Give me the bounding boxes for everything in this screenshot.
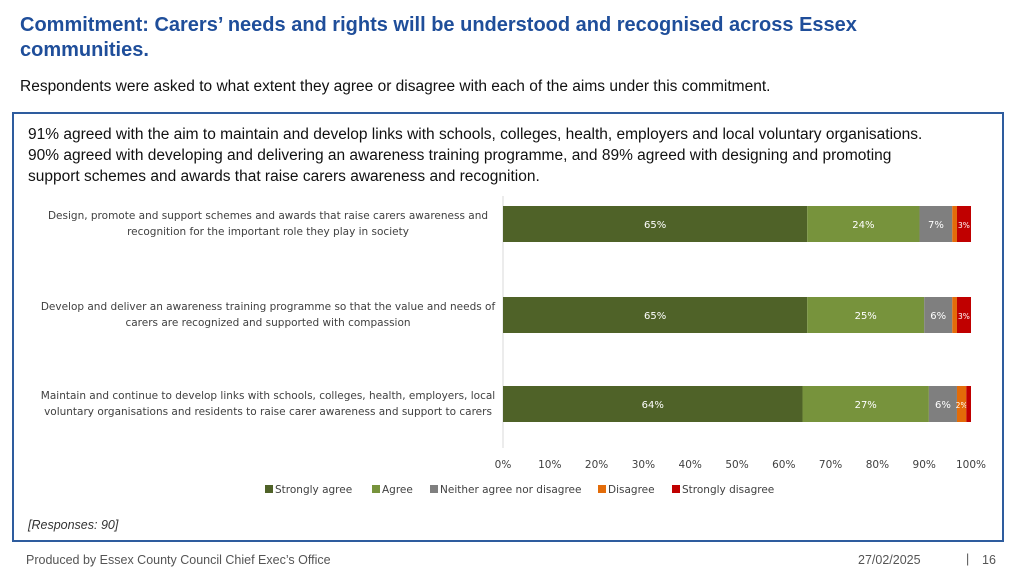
category-label: carers are recognized and supported with… <box>125 317 410 329</box>
data-label: 24% <box>852 220 874 231</box>
responses-note: [Responses: 90] <box>28 518 119 532</box>
data-label: 2% <box>956 401 968 410</box>
bar-segment <box>503 297 808 333</box>
category-label: Develop and deliver an awareness trainin… <box>41 301 496 313</box>
bar-segment <box>952 206 957 242</box>
data-label: 6% <box>930 311 946 322</box>
legend-label: Agree <box>382 484 413 496</box>
x-tick-label: 10% <box>538 459 561 471</box>
legend-label: Strongly disagree <box>682 484 774 496</box>
legend-swatch <box>598 485 606 493</box>
content-panel: 91% agreed with the aim to maintain and … <box>12 112 1004 542</box>
data-label: 3% <box>958 312 970 321</box>
category-label: voluntary organisations and residents to… <box>44 406 492 418</box>
bar-segment <box>952 297 957 333</box>
bar-segment <box>956 386 967 422</box>
category-label: Design, promote and support schemes and … <box>48 210 488 222</box>
data-label: 64% <box>642 400 664 411</box>
footer-date: 27/02/2025 <box>858 553 921 567</box>
category-label: recognition for the important role they … <box>127 226 409 238</box>
bar-segment <box>956 297 971 333</box>
category-label: Maintain and continue to develop links w… <box>41 390 495 402</box>
x-tick-label: 30% <box>632 459 655 471</box>
bar-segment <box>503 206 808 242</box>
bar-segment <box>807 206 920 242</box>
page-subtitle: Respondents were asked to what extent th… <box>20 78 771 95</box>
data-label: 7% <box>928 220 944 231</box>
data-label: 65% <box>644 311 666 322</box>
x-tick-label: 80% <box>866 459 889 471</box>
x-tick-label: 20% <box>585 459 608 471</box>
legend-label: Disagree <box>608 484 655 496</box>
x-tick-label: 70% <box>819 459 842 471</box>
legend-label: Neither agree nor disagree <box>440 484 581 496</box>
x-tick-label: 100% <box>956 459 986 471</box>
x-tick-label: 40% <box>679 459 702 471</box>
legend-label: Strongly agree <box>275 484 352 496</box>
x-tick-label: 90% <box>913 459 936 471</box>
bar-segment <box>966 386 971 422</box>
footer-separator: | <box>966 552 970 566</box>
page-title: Commitment: Carers’ needs and rights wil… <box>20 14 857 61</box>
summary-text: 91% agreed with the aim to maintain and … <box>28 126 923 185</box>
data-label: 65% <box>644 220 666 231</box>
legend-swatch <box>672 485 680 493</box>
bar-segment <box>956 206 971 242</box>
bar-segment <box>919 206 953 242</box>
bar-segment <box>928 386 957 422</box>
x-tick-label: 50% <box>725 459 748 471</box>
legend-swatch <box>265 485 273 493</box>
bar-segment <box>924 297 953 333</box>
x-tick-label: 0% <box>495 459 512 471</box>
legend-swatch <box>430 485 438 493</box>
bar-segment <box>802 386 929 422</box>
data-label: 25% <box>855 311 877 322</box>
data-label: 3% <box>958 221 970 230</box>
data-label: 27% <box>855 400 877 411</box>
data-label: 6% <box>935 400 951 411</box>
footer-page-number: 16 <box>982 553 996 567</box>
bar-segment <box>807 297 925 333</box>
footer-producer: Produced by Essex County Council Chief E… <box>26 553 331 567</box>
x-tick-label: 60% <box>772 459 795 471</box>
bar-segment <box>503 386 803 422</box>
legend-swatch <box>372 485 380 493</box>
